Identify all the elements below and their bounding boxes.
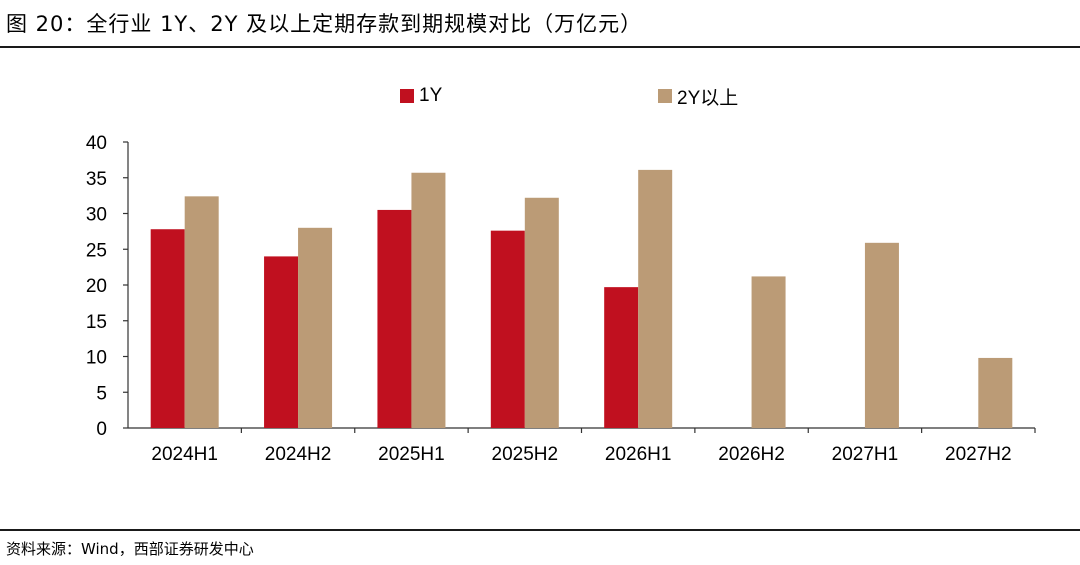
x-tick-label: 2025H1 [378, 444, 445, 465]
x-tick-label: 2026H1 [605, 444, 672, 465]
legend-swatch-2y [658, 89, 672, 103]
source-note: 资料来源：Wind，西部证券研发中心 [6, 540, 254, 558]
y-tick-label: 25 [86, 240, 107, 261]
y-tick-label: 40 [86, 133, 107, 154]
bar-2y [978, 357, 1013, 428]
y-tick-label: 0 [96, 419, 107, 440]
x-tick-label: 2024H2 [265, 444, 332, 465]
bar-chart: 0 5 10 15 20 25 30 35 40 2024H1 2024H2 2025H1 2025H2… [86, 133, 1036, 465]
bar-2y [411, 172, 446, 428]
bar-2y [638, 169, 673, 428]
bar-2y [298, 227, 333, 428]
bar-1y [264, 256, 299, 428]
bar-1y [604, 287, 639, 428]
bar-2y [184, 196, 219, 428]
x-tick-label: 2026H2 [718, 444, 785, 465]
legend-item-1y: 1Y [400, 85, 442, 107]
y-tick-label: 15 [86, 312, 107, 333]
bar-1y [377, 209, 412, 428]
x-tick-label: 2027H2 [945, 444, 1012, 465]
bar-1y [490, 230, 525, 428]
source-rule [0, 529, 1080, 531]
legend-item-2y: 2Y以上 [658, 85, 739, 109]
y-tick-label: 30 [86, 205, 107, 226]
legend-swatch-1y [400, 89, 414, 103]
figure-title: 图 20：全行业 1Y、2Y 及以上定期存款到期规模对比（万亿元） [6, 12, 643, 36]
x-tick-label: 2024H1 [151, 444, 218, 465]
x-tick-label: 2027H1 [832, 444, 899, 465]
bar-1y [150, 229, 185, 428]
y-tick-label: 5 [96, 383, 107, 404]
title-rule [0, 46, 1080, 48]
y-tick-label: 10 [86, 348, 107, 369]
legend-label-1y: 1Y [419, 85, 443, 106]
y-tick-label: 20 [86, 276, 107, 297]
legend-label-2y: 2Y以上 [677, 87, 739, 109]
x-tick-label: 2025H2 [492, 444, 559, 465]
y-tick-label: 35 [86, 169, 107, 190]
bar-2y [751, 276, 786, 428]
bar-2y [524, 197, 559, 428]
bar-2y [864, 242, 899, 428]
